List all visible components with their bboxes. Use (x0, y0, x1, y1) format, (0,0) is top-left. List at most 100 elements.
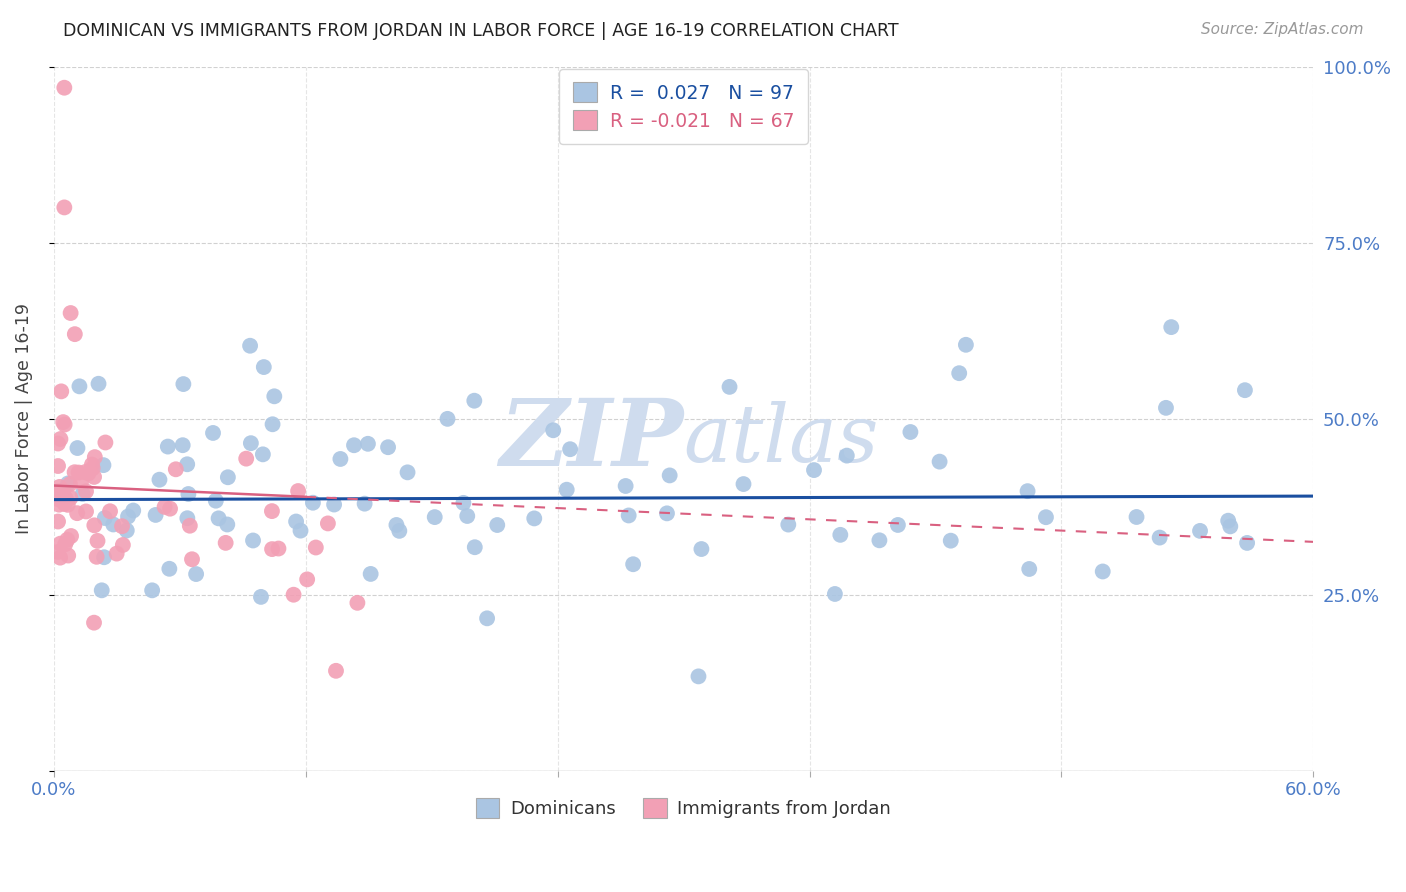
Point (53, 80, 76, 95)
Point (948, 366, 970, 380)
Point (235, 451, 257, 466)
Point (46, 458, 69, 473)
Point (558, 442, 581, 457)
Point (156, 440, 179, 454)
Point (90, 583, 112, 598)
Point (290, 524, 312, 538)
Point (217, 470, 239, 484)
Point (242, 533, 264, 548)
Point (1035, 510, 1057, 524)
Point (82, 461, 104, 475)
Point (555, 483, 578, 497)
Point (83, 470, 105, 484)
Point (75, 504, 97, 518)
Point (111, 519, 134, 533)
Point (87, 376, 110, 391)
Point (463, 393, 485, 408)
Point (86, 549, 108, 564)
Point (122, 503, 145, 517)
Text: DOMINICAN VS IMMIGRANTS FROM JORDAN IN LABOR FORCE | AGE 16-19 CORRELATION CHART: DOMINICAN VS IMMIGRANTS FROM JORDAN IN L… (63, 22, 898, 40)
Point (159, 501, 181, 516)
Point (66, 441, 89, 455)
Point (614, 479, 637, 493)
Point (217, 517, 239, 532)
Point (325, 664, 347, 678)
Point (60, 529, 83, 543)
Point (94, 511, 117, 525)
Point (377, 440, 399, 454)
Point (115, 524, 138, 538)
Point (48, 498, 70, 512)
Point (733, 477, 755, 491)
Point (67, 379, 90, 393)
Point (46, 436, 69, 450)
Point (83, 450, 105, 464)
Point (157, 562, 180, 576)
Point (357, 437, 380, 451)
Point (105, 547, 128, 561)
Point (51, 384, 73, 399)
Point (541, 423, 564, 437)
Point (343, 438, 366, 452)
Point (63, 327, 86, 342)
Point (486, 518, 509, 533)
Point (305, 541, 328, 555)
Point (77, 467, 100, 481)
Point (1149, 531, 1171, 545)
Point (453, 496, 475, 510)
Point (59, 306, 82, 320)
Point (202, 425, 225, 440)
Point (778, 517, 800, 532)
Point (396, 466, 419, 480)
Point (145, 508, 167, 522)
Point (63, 465, 86, 479)
Point (56, 498, 79, 512)
Point (302, 496, 325, 510)
Point (835, 449, 858, 463)
Point (1218, 514, 1240, 528)
Point (49, 432, 72, 446)
Point (283, 588, 305, 602)
Point (83, 518, 105, 533)
Point (423, 510, 446, 524)
Point (1189, 524, 1212, 538)
Point (52, 491, 75, 506)
Point (346, 596, 368, 610)
Point (239, 436, 262, 450)
Text: atlas: atlas (683, 401, 879, 478)
Point (803, 463, 825, 477)
Point (1091, 565, 1114, 579)
Point (75, 465, 97, 479)
Point (52, 415, 75, 429)
Point (205, 493, 228, 508)
Point (1236, 536, 1258, 550)
Point (103, 517, 125, 532)
Point (868, 533, 890, 548)
Point (207, 511, 229, 525)
Point (214, 536, 236, 550)
Point (617, 508, 640, 523)
Point (252, 447, 274, 461)
Point (48, 492, 70, 507)
Point (385, 518, 408, 533)
Point (184, 567, 207, 582)
Point (267, 541, 290, 556)
Point (1233, 383, 1256, 397)
Point (239, 339, 262, 353)
Point (1125, 510, 1147, 524)
Point (285, 515, 308, 529)
Point (172, 377, 194, 392)
Legend: Dominicans, Immigrants from Jordan: Dominicans, Immigrants from Jordan (468, 790, 898, 825)
Point (176, 457, 198, 471)
Point (59, 491, 82, 505)
Point (323, 498, 346, 512)
Point (46, 484, 69, 499)
Point (621, 558, 644, 572)
Point (658, 468, 681, 483)
Point (53, 537, 76, 551)
Point (329, 452, 352, 467)
Point (67, 466, 90, 480)
Point (475, 611, 498, 625)
Point (46, 545, 69, 559)
Point (1154, 401, 1177, 415)
